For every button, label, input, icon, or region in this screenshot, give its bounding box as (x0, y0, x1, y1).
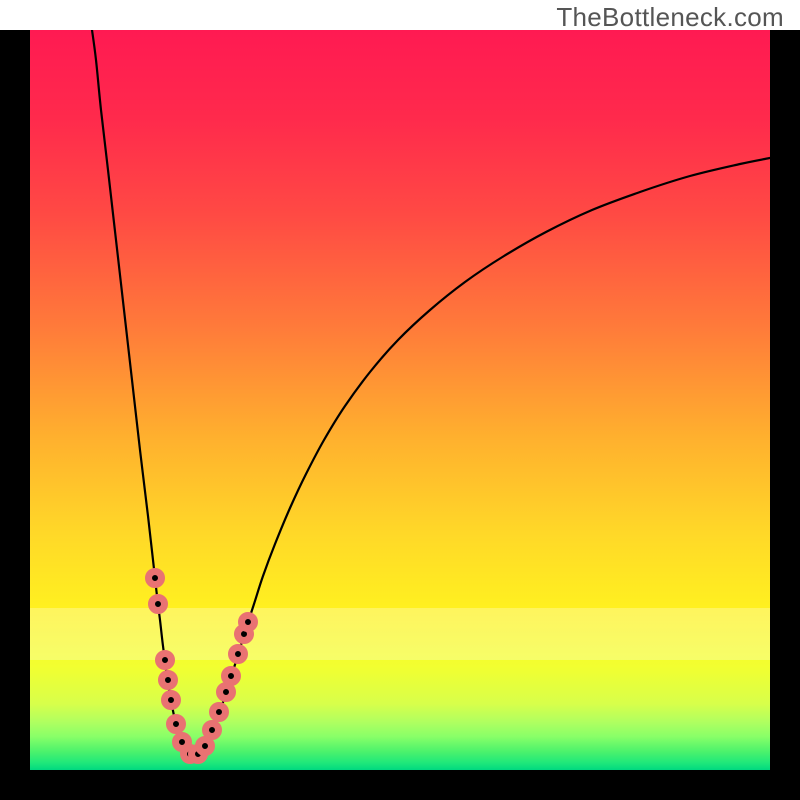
marker-point (225, 670, 238, 683)
marker-point (162, 674, 175, 687)
marker-point (232, 648, 245, 661)
marker-point (159, 654, 172, 667)
marker-point (170, 718, 183, 731)
stage: TheBottleneck.com (0, 0, 800, 800)
marker-point (213, 706, 226, 719)
marker-point (152, 598, 165, 611)
marker-point (206, 724, 219, 737)
pale-band (30, 608, 770, 660)
marker-point (149, 572, 162, 585)
marker-point (165, 694, 178, 707)
top-strip (0, 0, 800, 30)
bottleneck-chart (0, 0, 800, 800)
marker-point (199, 740, 212, 753)
marker-point (242, 616, 255, 629)
marker-point (220, 686, 233, 699)
